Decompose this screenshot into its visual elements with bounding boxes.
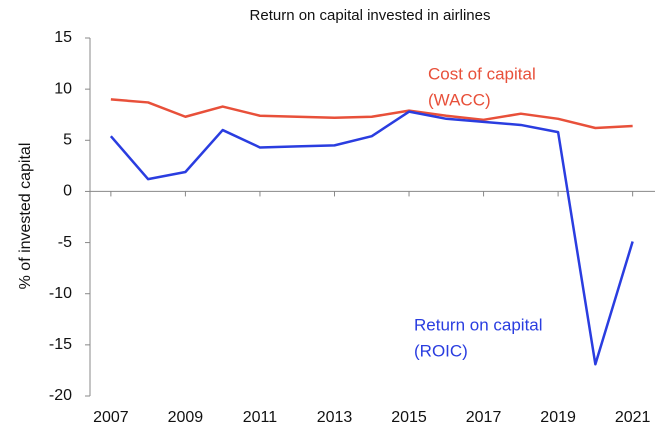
annotation: (ROIC) bbox=[414, 341, 468, 360]
x-tick-label: 2007 bbox=[93, 409, 129, 426]
y-tick-label: -15 bbox=[49, 336, 72, 353]
y-tick-label: 15 bbox=[54, 29, 72, 46]
y-tick-label: 0 bbox=[63, 183, 72, 200]
x-tick-label: 2011 bbox=[243, 409, 278, 426]
y-axis-label: % of invested capital bbox=[17, 143, 34, 290]
x-tick-label: 2009 bbox=[168, 409, 204, 426]
y-tick-label: 10 bbox=[54, 80, 72, 97]
y-tick-label: -5 bbox=[58, 234, 72, 251]
x-tick-label: 2017 bbox=[466, 409, 502, 426]
line-series bbox=[110, 98, 633, 130]
y-tick-label: -10 bbox=[49, 285, 72, 302]
x-tick-label: 2013 bbox=[317, 409, 353, 426]
x-tick-label: 2019 bbox=[540, 409, 576, 426]
y-tick-label: -20 bbox=[49, 387, 72, 404]
chart-title: Return on capital invested in airlines bbox=[250, 7, 491, 24]
x-tick-label: 2015 bbox=[391, 409, 427, 426]
annotation: (WACC) bbox=[428, 90, 491, 109]
x-tick-label: 2021 bbox=[615, 409, 651, 426]
line-series bbox=[109, 110, 634, 366]
annotation: Cost of capital bbox=[428, 64, 536, 83]
y-tick-label: 5 bbox=[63, 132, 72, 149]
annotation: Return on capital bbox=[414, 315, 543, 334]
